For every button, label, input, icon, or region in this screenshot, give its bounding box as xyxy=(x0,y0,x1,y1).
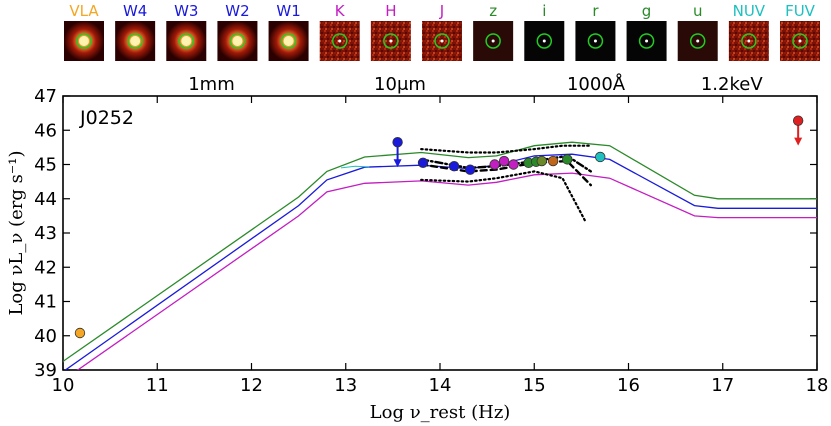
scale-label-1: 10μm xyxy=(374,74,426,95)
cutout-aperture-ring xyxy=(485,33,501,49)
cutout-source xyxy=(542,39,546,43)
band-label-NUV: NUV xyxy=(733,2,766,20)
cutout-aperture-ring xyxy=(689,33,706,49)
cutout-aperture-ring xyxy=(76,33,92,49)
y-tick-label: 46 xyxy=(34,120,57,141)
cutout-aperture-ring xyxy=(280,33,297,49)
cutout-aperture-ring xyxy=(383,33,399,49)
band-label-W1: W1 xyxy=(276,2,300,20)
band-label-i: i xyxy=(542,2,546,20)
axis-ticks: 10 11 12 13 14 15 16 17 18 39 40 41 42 43 44 45 46 47 xyxy=(34,86,828,396)
data-point-W3 xyxy=(417,157,429,168)
scale-label-3: 1.2keV xyxy=(701,74,763,95)
band-label-g: g xyxy=(642,2,652,20)
cutout-source xyxy=(747,39,751,43)
band-label-z: z xyxy=(489,2,497,20)
cutout-source xyxy=(389,39,393,43)
y-tick-label: 45 xyxy=(34,155,57,176)
series-line-model-upper xyxy=(63,141,817,362)
x-axis-title: Log ν_rest (Hz) xyxy=(370,402,511,423)
band-label-W4: W4 xyxy=(123,2,147,20)
cutout-aperture-ring xyxy=(587,33,604,49)
data-point-W1 xyxy=(464,164,476,175)
data-point-u xyxy=(562,154,573,165)
x-tick-label: 15 xyxy=(523,375,546,396)
band-label-K: K xyxy=(335,2,346,20)
cutout-aperture-ring xyxy=(792,33,808,49)
cutout-aperture-ring xyxy=(127,33,143,49)
x-tick-label: 11 xyxy=(146,375,169,396)
cutout-aperture-ring xyxy=(741,33,757,49)
data-point-W4 xyxy=(392,137,403,148)
cutout-aperture-ring xyxy=(434,33,450,49)
data-point-H xyxy=(498,155,510,167)
plot-frame xyxy=(62,95,818,371)
cutout-aperture-ring xyxy=(638,33,655,49)
y-tick-label: 40 xyxy=(34,326,57,347)
data-point-X-ray xyxy=(792,115,804,126)
band-label-W2: W2 xyxy=(225,2,249,20)
x-tick-label: 17 xyxy=(711,375,734,396)
cutout-source xyxy=(798,39,802,43)
chart-title: J0252 xyxy=(79,107,134,129)
data-point-K xyxy=(489,159,500,170)
data-point-W2 xyxy=(448,161,460,172)
cutout-aperture-ring xyxy=(331,33,348,49)
y-tick-label: 39 xyxy=(34,360,57,381)
upper-limit-head xyxy=(393,159,402,168)
cutout-source xyxy=(130,36,141,46)
y-tick-label: 43 xyxy=(34,223,57,244)
y-tick-label: 44 xyxy=(34,189,57,210)
cutout-source xyxy=(181,36,192,46)
x-tick-label: 12 xyxy=(240,375,263,396)
y-tick-label: 47 xyxy=(34,86,57,107)
x-tick-label: 13 xyxy=(334,375,357,396)
data-point-VLA xyxy=(74,327,86,339)
cutout-source xyxy=(696,39,700,43)
wavelength-scale: 1mm 10μm 1000Å 1.2keV xyxy=(188,73,763,95)
template-dotted-upper xyxy=(420,144,592,154)
scale-label-2: 1000Å xyxy=(567,73,626,95)
cutout-source xyxy=(79,36,89,46)
cutout-source xyxy=(338,39,342,43)
cutout-aperture-ring xyxy=(536,33,553,49)
cutout-aperture-ring xyxy=(229,33,246,49)
cutout-aperture-ring xyxy=(178,33,195,49)
cutout-source xyxy=(491,39,495,43)
scale-label-0: 1mm xyxy=(188,74,235,95)
cutout-source xyxy=(645,39,649,43)
data-point-g xyxy=(547,155,559,167)
cutout-source xyxy=(440,39,444,43)
band-label-FUV: FUV xyxy=(785,2,816,20)
x-tick-label: 10 xyxy=(52,375,75,396)
band-label-r: r xyxy=(592,2,599,20)
upper-limit-head xyxy=(794,137,803,146)
cutout-source xyxy=(232,36,243,46)
band-label-J: J xyxy=(439,2,444,20)
photometry-points xyxy=(74,115,804,339)
y-tick-label: 42 xyxy=(34,257,57,278)
x-tick-label: 16 xyxy=(617,375,640,396)
data-point-r xyxy=(536,155,547,167)
cutout-source xyxy=(593,39,597,43)
band-label-VLA: VLA xyxy=(69,2,99,20)
data-point-NUV xyxy=(595,151,606,163)
x-tick-label: 14 xyxy=(429,375,452,396)
y-axis-title: Log νL_ν (erg s⁻¹) xyxy=(6,150,27,315)
band-label-W3: W3 xyxy=(174,2,198,20)
series-line-model-lower xyxy=(76,172,817,370)
y-tick-label: 41 xyxy=(34,292,57,313)
cutout-source xyxy=(283,36,294,46)
x-tick-label: 18 xyxy=(806,375,829,396)
template-dotted-lower xyxy=(420,170,588,224)
band-label-u: u xyxy=(693,2,703,20)
data-point-J xyxy=(508,159,519,170)
band-label-H: H xyxy=(385,2,396,20)
spectrum-line xyxy=(340,165,370,169)
